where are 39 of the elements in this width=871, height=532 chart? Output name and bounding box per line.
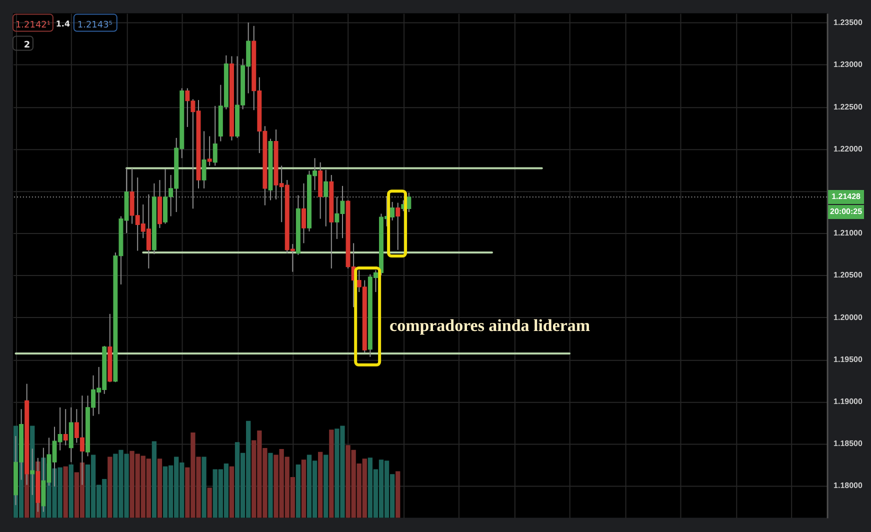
y-tick-label: 1.19500 (834, 354, 863, 364)
ref-line-label: 1.21428 (832, 192, 862, 202)
y-tick-label: 1.23500 (834, 18, 863, 28)
bar (396, 471, 400, 518)
bar (108, 456, 112, 518)
candlestick (396, 202, 400, 250)
bar (68, 464, 74, 518)
annotation: 2 (24, 40, 30, 50)
bar (296, 464, 301, 518)
bar (157, 458, 162, 518)
bar (301, 460, 306, 518)
y-tick-label: 1.23000 (834, 60, 863, 70)
bar (318, 452, 323, 518)
y-tick-label: 1.21000 (834, 228, 863, 238)
bar (152, 441, 157, 518)
bar (268, 452, 273, 518)
bar (63, 466, 68, 518)
bar (324, 454, 328, 518)
y-tick-label: 1.18000 (834, 481, 863, 490)
bar (207, 488, 212, 518)
y-tick-label: 1.22500 (834, 102, 863, 112)
text: 20:00:25 (830, 207, 863, 216)
annotation: 1.2142¹ (15, 20, 51, 30)
candlestick (390, 201, 395, 221)
candlestick (212, 105, 218, 166)
annotation: compradores ainda lideram (390, 316, 590, 335)
y-tick-label: 1.22000 (834, 144, 863, 154)
candlestick (202, 130, 206, 189)
candlestick (63, 408, 68, 446)
y-tick-label: 1.20000 (834, 312, 863, 322)
annotation: 1.2143⁵ (77, 20, 113, 30)
bar (229, 466, 234, 518)
bar (329, 430, 334, 518)
annotation: 1.4 (56, 19, 70, 28)
bar (202, 456, 206, 518)
y-tick-label: 1.19000 (834, 397, 863, 406)
y-tick-label: 1.20500 (834, 270, 863, 280)
y-tick-label: 1.18500 (834, 439, 863, 448)
candlestick (207, 136, 212, 166)
